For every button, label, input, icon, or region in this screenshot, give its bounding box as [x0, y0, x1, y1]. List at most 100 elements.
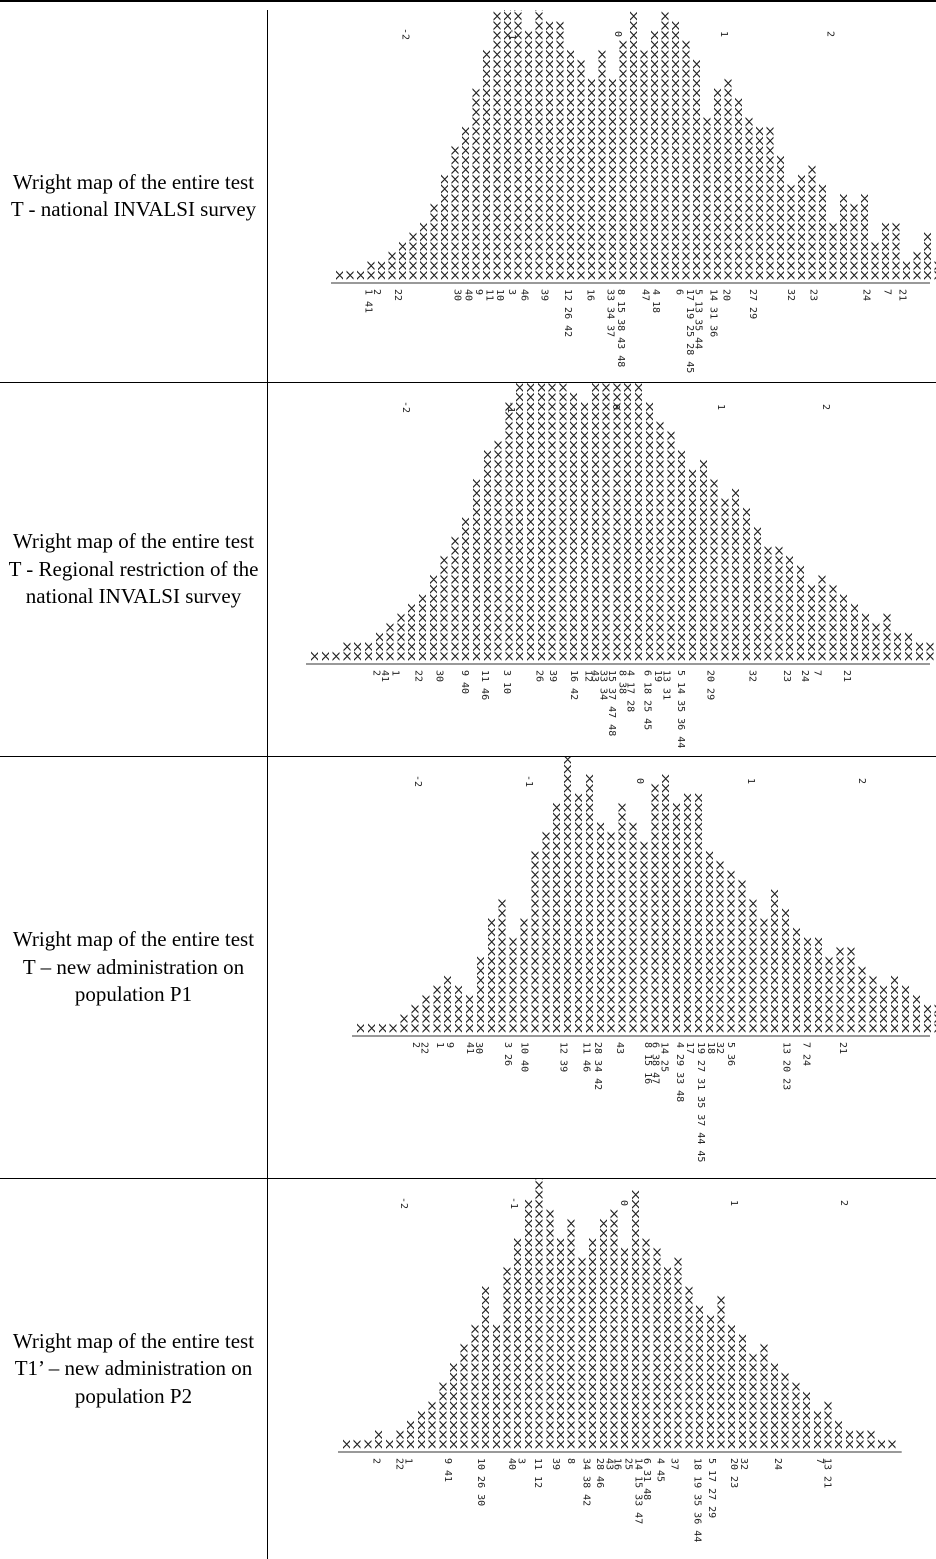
person-column: XXXXXXXXXXXXXXXXXX	[714, 860, 725, 1033]
person-column: XXXXXXX	[416, 594, 427, 661]
item-label: 20	[720, 289, 731, 301]
person-column: XXXXXXXXXXXXXXXXXXXXXXXXXXXX	[659, 11, 670, 280]
item-label: 2	[371, 289, 382, 295]
item-label: 17	[684, 1042, 695, 1054]
item-label: 40	[506, 1458, 517, 1470]
person-column: XXXXXXXXXXXXXXXXXXXXXXX	[575, 59, 586, 280]
axis-tick-label: 2	[856, 778, 867, 784]
person-column: XXXXXXXXXXXXXXX	[768, 889, 779, 1033]
person-column: XXXX	[463, 995, 474, 1033]
person-column: XXXXXXXXXXXXXXXXXXXX	[672, 1257, 683, 1449]
item-label: 2	[371, 1458, 382, 1464]
item-label: 12	[583, 670, 594, 682]
item-label: 9	[473, 289, 484, 295]
person-column: XXXXXXXXXXXXXXXXXXXXXXXXXXXX	[491, 11, 502, 280]
person-column: XXXXXXXXXXXXXXXXXXXXXXXXXXXXXXXXX	[535, 383, 546, 661]
person-column: XXXXXXXXXXXXXXXXXXXXXX	[594, 822, 605, 1033]
item-label: 11 12	[532, 1458, 543, 1488]
person-column: XXXXXXXXXXXXXXXXXXXXXXXXXX	[648, 783, 659, 1033]
item-label: 16 42	[568, 670, 579, 700]
item-label: 5 13 35 44	[693, 289, 704, 349]
person-column: XXXXXXXXXXXXXXXXXXX	[528, 851, 539, 1033]
item-label: 43	[614, 1042, 625, 1054]
item-label: 7 24	[801, 1042, 812, 1066]
axis-tick-label: 1	[728, 1200, 739, 1206]
person-column: XXXXXXXXXXXX	[762, 546, 773, 661]
person-column: XXXXX	[921, 232, 932, 280]
person-column: XXXXXXXXXXXX	[518, 918, 529, 1033]
person-column: XXXXXXXXXXXXXXXXXX	[729, 488, 740, 661]
person-column: XXXXXXXX	[428, 203, 439, 280]
item-label: 1	[402, 1458, 413, 1464]
table-row-divider	[0, 1178, 936, 1179]
person-column: XXXXXXXXXXXXXXXXXXXXX	[697, 459, 708, 661]
person-column: XXXXXXXXXXX	[458, 1343, 469, 1449]
person-column: XXXXXXXXXXXXXXXXX	[718, 498, 729, 661]
person-column: XXXXXXXXXXXXXXXXXXXXXXXXXXXXXXXX	[561, 757, 572, 1033]
person-column: XXXXXXXXXXXXXXXXXXXXXX	[586, 1238, 597, 1449]
person-column: XXXXXXXX	[826, 584, 837, 661]
axis-tick-label: 0	[612, 31, 623, 37]
person-column: X	[376, 1023, 387, 1033]
person-column: XXXXXXX	[436, 1382, 447, 1449]
person-column: XXXXXXXXXXXXXXXXXXXXXXXXX	[692, 793, 703, 1033]
item-label: 11	[483, 289, 494, 301]
person-column: XXXXXXXXXXXXXX	[704, 1315, 715, 1449]
person-column: XXXXXXXXXXXXXXX	[459, 517, 470, 661]
person-column: XXXXXXX	[837, 594, 848, 661]
person-column: XXXXXXXXXXXXXXXXXXX	[732, 98, 743, 280]
person-column: XXXXXXXXXXXXXXXXXXXXXXXXXXXXXXX	[621, 383, 632, 661]
person-column: XXXXXXXXXXXXXX	[449, 146, 460, 280]
person-column: XXXXX	[394, 613, 405, 661]
person-column: XXX	[921, 1004, 932, 1033]
person-column: XXXXXXXXXXXXXXXXXXXXXXXXXXXX	[567, 392, 578, 661]
person-column: XXXXXXXXXXXXXXXXXXXX	[686, 469, 697, 661]
person-column: XXXXXXXXXXXXXXXXXXXXXXXXXXXXX	[513, 383, 524, 661]
person-column: XXXXXXXXXX	[794, 565, 805, 661]
person-column: XXXXXXXXXX	[812, 937, 823, 1033]
axis-tick-label: -1	[508, 1197, 519, 1209]
person-column: XX	[372, 1430, 383, 1449]
person-column: X	[387, 1023, 398, 1033]
wright-map-p1: -2 -1 0 1 2 X X X X XX XXX XXXX XXXXX XXXXXX XXXXX XXXX…	[268, 757, 936, 1178]
person-column: XXXXXX	[888, 975, 899, 1033]
item-label: 12 26 42	[562, 289, 573, 337]
item-label: 6 31 48	[641, 1458, 652, 1500]
person-column: XXXXXX	[890, 222, 901, 280]
person-column: XX	[375, 261, 386, 280]
row-label-cell: Wright map of the entire test T - Region…	[0, 383, 267, 756]
person-column: XXXXXX	[417, 222, 428, 280]
item-label: 7	[812, 670, 823, 676]
person-column: XXXXXXXXXXXXXXXXXXXXXXXX	[664, 431, 675, 661]
item-label: 1	[390, 670, 401, 676]
item-label: 24	[861, 289, 872, 301]
item-label: 32	[738, 1458, 749, 1470]
person-column: XX	[362, 642, 373, 661]
person-column: XXXXX	[880, 613, 891, 661]
person-column: XXXXXXXXXXXXXX	[751, 527, 762, 661]
person-column: XXX	[932, 1004, 936, 1033]
person-column: X	[383, 1439, 394, 1449]
person-column: XXXXXXXXXXXXXXXXXXXXXXXXXXX	[583, 774, 594, 1033]
person-column: XX	[934, 642, 936, 661]
person-column: XXXXXXXXXXXXXXXXXXXXXXXXXXXXXXXX	[589, 383, 600, 661]
person-column: XXXXXXXXXXXXXXXXXXXXXXXXXXXX	[627, 11, 638, 280]
item-label: 19	[652, 670, 663, 682]
person-column: XXXXXXXXXXXXXXXXXXXXXXX	[690, 59, 701, 280]
person-column: XXXXXXXXXXXXXXXXXXXXXXXXXXXXXXXXXXX	[533, 1179, 544, 1449]
person-column: XXX	[832, 1420, 843, 1449]
person-column: XXXXXXXXXXXXXXXXXXXXXXXXXX	[522, 1199, 533, 1449]
person-column: XXXXXXXXXXXXXXXX	[459, 126, 470, 280]
item-label: 46	[519, 289, 530, 301]
person-column: XXXXXXXXXXXXXXXXXXXXXXXXXXX	[669, 21, 680, 280]
person-column: XXXXXXXXXXXXXXXXXXX	[470, 479, 481, 661]
person-column: XXXXXXXXXX	[816, 184, 827, 280]
item-label: 4 17 28	[625, 670, 636, 712]
person-column: XXXXXXXXXXXXXXXX	[764, 126, 775, 280]
item-label: 3	[506, 289, 517, 295]
item-label: 9 41	[442, 1458, 453, 1482]
axis-tick-label: 2	[838, 1200, 849, 1206]
person-column: XXXXXXX	[789, 1382, 800, 1449]
person-column: XXXXXXXXXXX	[795, 174, 806, 280]
